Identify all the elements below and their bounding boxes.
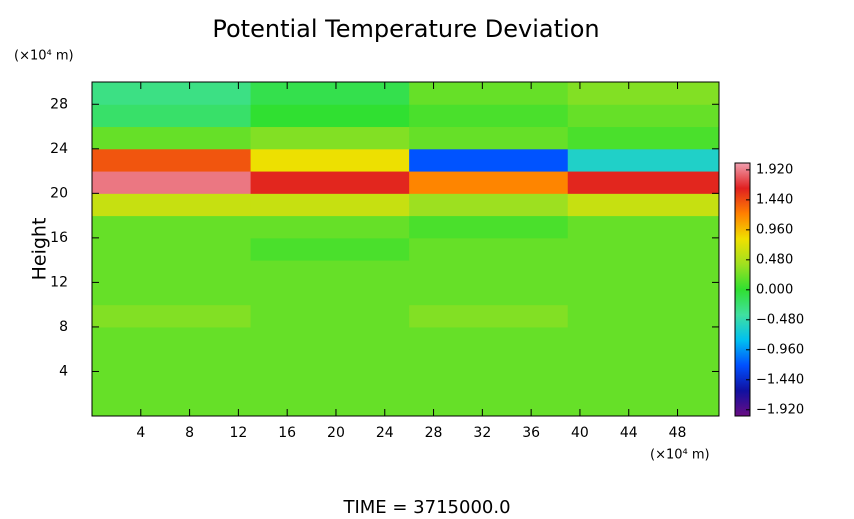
heatmap-cell — [567, 215, 720, 239]
y-tick-label: 24 — [50, 141, 68, 157]
colorbar-tick-label: 1.440 — [756, 192, 793, 207]
heatmap-cell — [409, 349, 569, 372]
heatmap-cell — [92, 193, 252, 217]
heatmap-cell — [250, 215, 410, 239]
heatmap-cell — [250, 326, 410, 350]
heatmap-cell — [567, 237, 720, 261]
heatmap-cell — [250, 126, 410, 150]
heatmap-cell — [567, 393, 720, 417]
heatmap-cell — [250, 171, 410, 194]
heatmap-cell — [92, 304, 252, 328]
x-unit: (×10⁴ m) — [650, 448, 710, 463]
plot-frame — [91, 81, 720, 417]
y-tick-label: 8 — [59, 319, 68, 335]
heatmap-cell — [409, 148, 569, 172]
colorbar-tick-label: 1.920 — [756, 162, 793, 177]
heatmap-cell — [250, 371, 410, 395]
chart-title: Potential Temperature Deviation — [212, 15, 599, 43]
heatmap-cell — [92, 148, 252, 172]
heatmap-cell — [92, 326, 252, 350]
colorbar-tick-label: 0.000 — [756, 282, 793, 297]
heatmap-cell — [92, 82, 252, 105]
colorbar-tick-label: −0.960 — [756, 342, 804, 357]
heatmap-cell — [409, 126, 569, 150]
colorbar-tick-label: −1.920 — [756, 402, 804, 417]
colorbar-tick-label: 0.960 — [756, 222, 793, 237]
x-tick-label: 16 — [278, 425, 296, 441]
x-tick-label: 32 — [473, 425, 491, 441]
heatmap-cell — [567, 260, 720, 283]
y-tick-label: 20 — [50, 185, 68, 201]
y-unit: (×10⁴ m) — [14, 49, 74, 64]
x-tick-label: 8 — [185, 425, 194, 441]
heatmap-cell — [567, 148, 720, 172]
heatmap-cell — [409, 326, 569, 350]
heatmap-cell — [409, 104, 569, 128]
x-tick-label: 24 — [376, 425, 394, 441]
x-tick-label: 4 — [136, 425, 145, 441]
heatmap-cell — [250, 82, 410, 105]
heatmap-cell — [250, 260, 410, 283]
y-tick-label: 12 — [50, 274, 68, 290]
heatmap-cell — [409, 237, 569, 261]
heatmap-cell — [92, 393, 252, 417]
heatmap-cell — [567, 282, 720, 306]
heatmap-cell — [92, 371, 252, 395]
heatmap-cell — [92, 349, 252, 372]
y-tick-label: 16 — [50, 230, 68, 246]
colorbar-tick-label: −1.440 — [756, 372, 804, 387]
heatmap-cell — [567, 349, 720, 372]
heatmap-cell — [409, 393, 569, 417]
heatmap-cell — [250, 148, 410, 172]
x-tick-label: 20 — [327, 425, 345, 441]
x-tick-label: 48 — [669, 425, 687, 441]
heatmap-cell — [92, 215, 252, 239]
y-tick-label: 4 — [59, 363, 68, 379]
colorbar-tick-label: −0.480 — [756, 312, 804, 327]
heatmap-cell — [250, 237, 410, 261]
heatmap-cell — [409, 260, 569, 283]
heatmap-cell — [567, 304, 720, 328]
heatmap-cell — [92, 104, 252, 128]
heatmap-cell — [409, 215, 569, 239]
heatmap-cell — [92, 171, 252, 194]
heatmap-cell — [250, 349, 410, 372]
heatmap-cell — [567, 82, 720, 105]
x-tick-label: 44 — [620, 425, 638, 441]
y-tick-label: 28 — [50, 96, 68, 112]
colorbar-tick-label: 0.480 — [756, 252, 793, 267]
heatmap-cell — [409, 282, 569, 306]
heatmap-cell — [567, 171, 720, 194]
heatmap-cell — [409, 193, 569, 217]
heatmap-cell — [92, 260, 252, 283]
heatmap-cell — [409, 82, 569, 105]
heatmap-cell — [250, 304, 410, 328]
heatmap-cell — [567, 371, 720, 395]
heatmap-cell — [567, 193, 720, 217]
heatmap-cell — [92, 282, 252, 306]
x-tick-label: 36 — [522, 425, 540, 441]
heatmap-cell — [92, 126, 252, 150]
heatmap-cell — [250, 193, 410, 217]
y-axis-label: Height — [29, 218, 51, 281]
heatmap-cell — [409, 171, 569, 194]
heatmap-cell — [92, 237, 252, 261]
x-tick-label: 12 — [229, 425, 247, 441]
heatmap-cell — [250, 282, 410, 306]
heatmap-cell — [409, 371, 569, 395]
heatmap-cell — [567, 104, 720, 128]
heatmap-cell — [250, 104, 410, 128]
footer: TIME = 3715000.0 — [342, 497, 510, 518]
heatmap-cell — [567, 326, 720, 350]
x-tick-label: 28 — [425, 425, 443, 441]
heatmap-cell — [409, 304, 569, 328]
x-tick-label: 40 — [571, 425, 589, 441]
heatmap-cell — [567, 126, 720, 150]
heatmap-cell — [250, 393, 410, 417]
